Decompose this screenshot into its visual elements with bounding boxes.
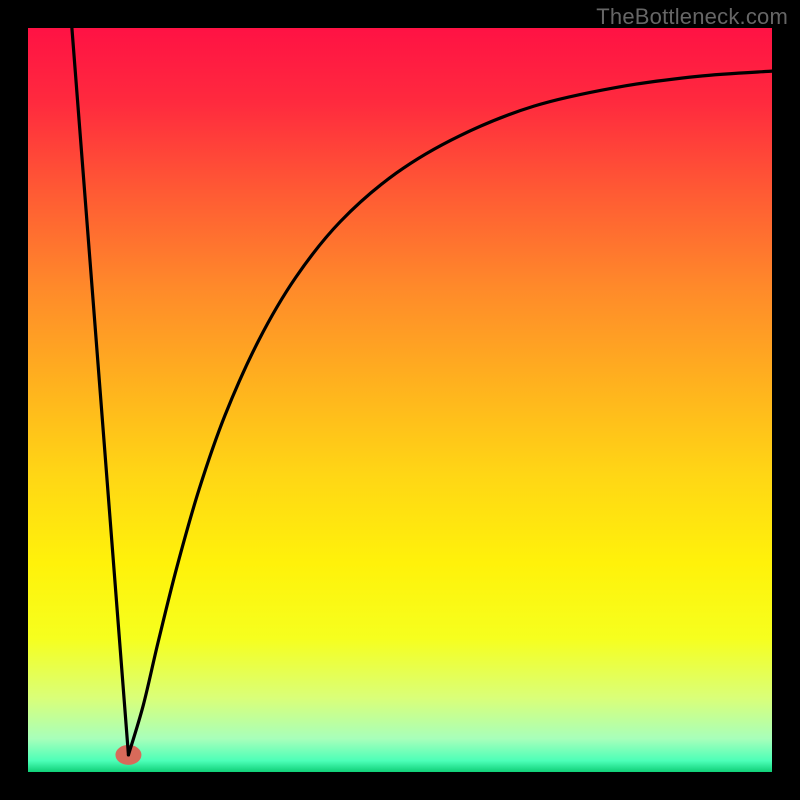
border-left [0, 0, 28, 800]
chart-frame: TheBottleneck.com [0, 0, 800, 800]
border-bottom [0, 772, 800, 800]
plot-area [28, 28, 772, 772]
watermark-text: TheBottleneck.com [596, 4, 788, 30]
border-right [772, 0, 800, 800]
right-branch-line [128, 71, 772, 755]
left-branch-line [72, 28, 129, 755]
curve-layer [28, 28, 772, 772]
